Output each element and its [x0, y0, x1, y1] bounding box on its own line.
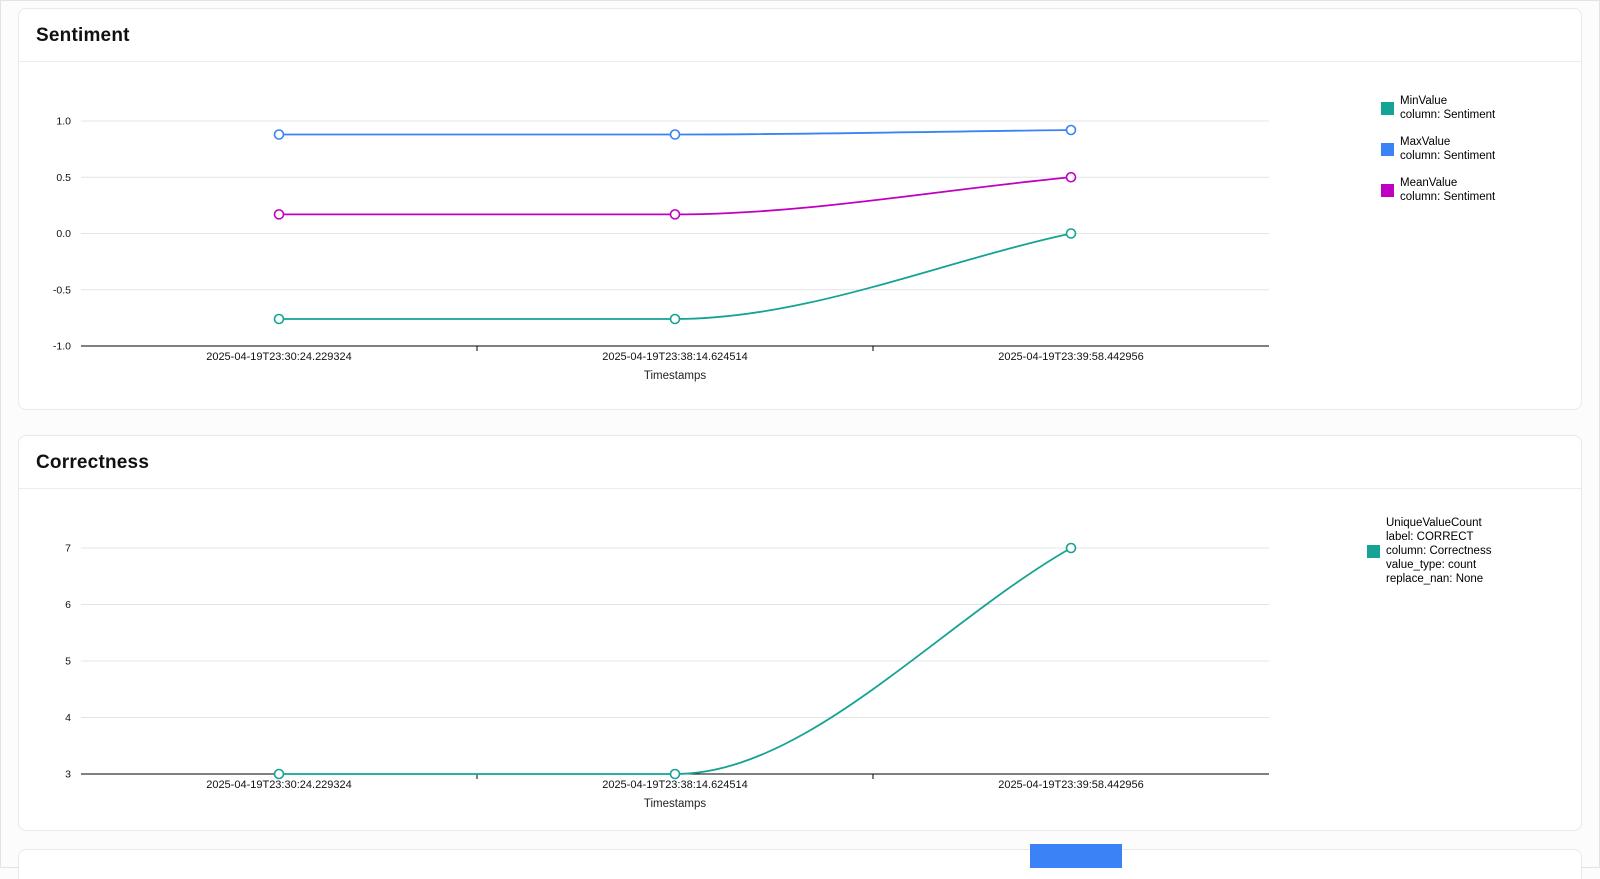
legend-item-UniqueValueCount[interactable]: UniqueValueCount label: CORRECT column: Co…: [1367, 516, 1491, 586]
legend-item-MaxValue[interactable]: MaxValue column: Sentiment: [1381, 135, 1495, 163]
x-axis-title: Timestamps: [644, 370, 706, 382]
series-line-UniqueValueCount: [278, 547, 1072, 775]
x-axis-title: Timestamps: [644, 798, 706, 810]
y-tick-label: 3: [65, 769, 71, 781]
legend-item-MeanValue[interactable]: MeanValue column: Sentiment: [1381, 176, 1495, 204]
legend-swatch: [1381, 101, 1394, 115]
correctness-panel: Correctness 7 6 5 4 3 2025-04-19T23:30:24.229…: [18, 435, 1582, 831]
data-point-MeanValue[interactable]: [273, 209, 285, 220]
data-point-UniqueValueCount[interactable]: [669, 768, 681, 780]
partial-panel: [18, 849, 1582, 879]
correctness-chart: 7 6 5 4 3 2025-04-19T23:30:24.229324 2025-04-1…: [65, 542, 1269, 810]
y-tick-label: 5: [65, 656, 71, 668]
data-point-MaxValue[interactable]: [273, 129, 285, 140]
x-tick-label: 2025-04-19T23:30:24.229324: [206, 779, 352, 791]
x-tick-label: 2025-04-19T23:30:24.229324: [206, 351, 352, 363]
data-point-MeanValue[interactable]: [1065, 171, 1077, 183]
sentiment-panel-title: Sentiment: [36, 25, 130, 46]
legend-label: MeanValue column: Sentiment: [1400, 177, 1496, 203]
legend-item-MinValue[interactable]: MinValue column: Sentiment: [1381, 94, 1495, 122]
correctness-legend: UniqueValueCount label: CORRECT column: Co…: [1367, 516, 1491, 586]
data-point-MinValue[interactable]: [273, 313, 285, 325]
data-point-UniqueValueCount[interactable]: [273, 768, 285, 780]
legend-swatch: [1381, 142, 1394, 156]
correctness-panel-title: Correctness: [36, 452, 150, 473]
legend-label: MaxValue column: Sentiment: [1400, 136, 1496, 162]
title-divider: [19, 61, 1581, 62]
y-tick-label: 7: [65, 543, 71, 555]
data-point-MinValue[interactable]: [1065, 228, 1077, 239]
y-tick-label: -1.0: [53, 341, 71, 353]
x-tick-label: 2025-04-19T23:39:58.442956: [998, 351, 1144, 363]
legend-label: UniqueValueCount label: CORRECT column: Co…: [1386, 517, 1492, 585]
legend-swatch: [1381, 183, 1394, 197]
x-tick-label: 2025-04-19T23:39:58.442956: [998, 779, 1144, 791]
y-tick-label: 4: [65, 712, 71, 724]
x-tick-label: 2025-04-19T23:38:14.624514: [602, 779, 748, 791]
data-point-MaxValue[interactable]: [1065, 124, 1077, 136]
data-point-MeanValue[interactable]: [669, 209, 681, 220]
y-tick-label: 0.0: [56, 228, 71, 240]
sentiment-panel: Sentiment 1.0 0.5 0.0 -0.5 -1.0 2025-04-19T23…: [18, 8, 1582, 410]
data-point-MaxValue[interactable]: [669, 129, 681, 140]
series-line-MeanValue: [278, 176, 1072, 216]
legend-label: MinValue column: Sentiment: [1400, 95, 1496, 121]
sentiment-chart: 1.0 0.5 0.0 -0.5 -1.0 2025-04-19T23:30:24.229…: [53, 116, 1269, 382]
data-point-MinValue[interactable]: [669, 313, 681, 325]
data-point-UniqueValueCount[interactable]: [1065, 542, 1077, 554]
partial-blue-element: [1030, 844, 1122, 868]
y-tick-label: -0.5: [53, 284, 71, 296]
y-tick-label: 0.5: [56, 172, 71, 184]
legend-swatch: [1367, 544, 1380, 558]
sentiment-legend: MinValue column: Sentiment MaxValue column:…: [1381, 94, 1495, 204]
y-tick-label: 1.0: [56, 116, 71, 128]
title-divider: [19, 488, 1581, 489]
y-tick-label: 6: [65, 599, 71, 611]
x-tick-label: 2025-04-19T23:38:14.624514: [602, 351, 748, 363]
series-line-MinValue: [279, 232, 1072, 320]
